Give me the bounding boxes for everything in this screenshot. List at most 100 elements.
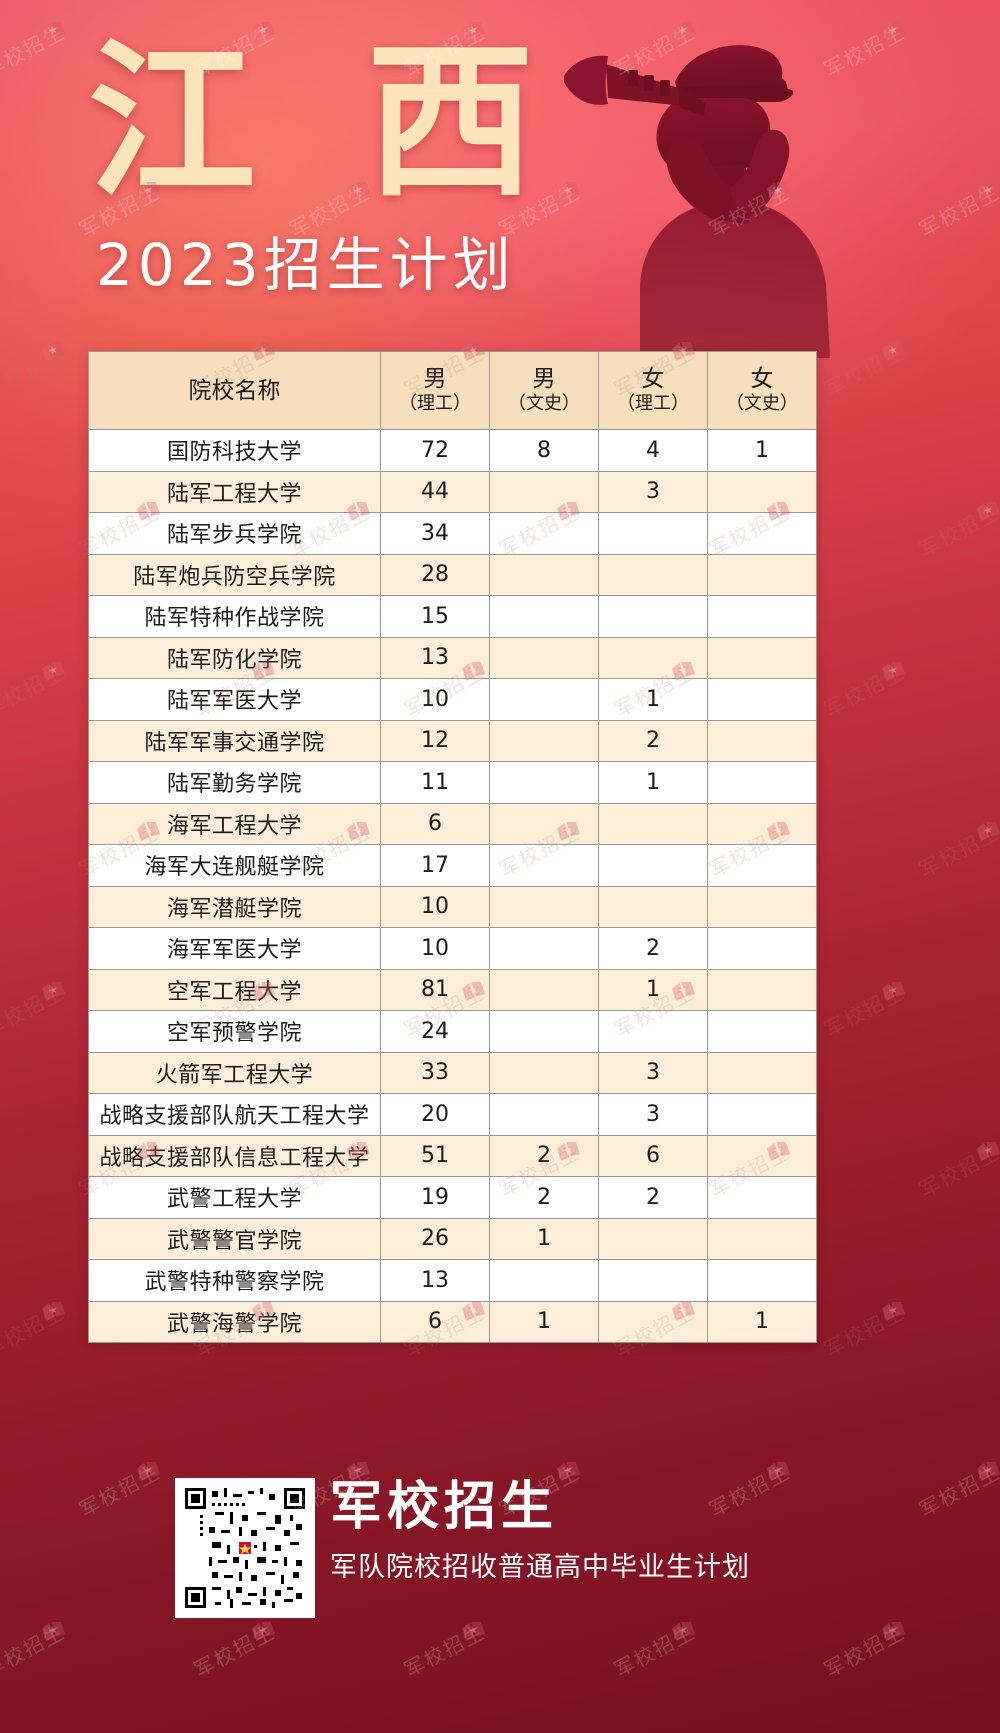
cell-male-arts (489, 1010, 599, 1053)
cell-female-arts (707, 1051, 817, 1094)
cell-female-arts (707, 968, 817, 1011)
cell-male-arts (489, 595, 599, 638)
cell-school-name: 海军潜艇学院 (88, 885, 381, 928)
table-row: 火箭军工程大学 33 3 (88, 1051, 817, 1094)
watermark-text: 军校招生 (820, 979, 910, 1043)
province-title: 江 西 (88, 24, 561, 220)
cell-female-science: 2 (598, 719, 708, 762)
table-row: 海军大连舰艇学院 17 (88, 844, 817, 887)
watermark-text: 军校招生 (820, 19, 910, 83)
cell-female-science: 2 (598, 927, 708, 970)
cell-male-science: 24 (380, 1010, 490, 1053)
table-row: 战略支援部队信息工程大学 51 2 6 (88, 1134, 817, 1177)
brand-block: 军校招生 军队院校招收普通高中毕业生计划 (0, 1470, 1000, 1660)
table-row: 海军工程大学 6 (88, 802, 817, 845)
cell-male-arts: 2 (489, 1134, 599, 1177)
watermark-emblem-icon (765, 178, 792, 202)
cell-male-science: 13 (380, 1259, 490, 1302)
cell-female-science (598, 885, 708, 928)
cell-school-name: 陆军特种作战学院 (88, 595, 381, 638)
table-row: 陆军军事交通学院 12 2 (88, 719, 817, 762)
qr-code[interactable] (175, 1478, 315, 1618)
watermark-emblem-icon (880, 18, 907, 42)
cell-male-science: 10 (380, 885, 490, 928)
cell-male-science: 6 (380, 1300, 490, 1343)
cell-female-arts (707, 636, 817, 679)
cell-school-name: 武警特种警察学院 (88, 1259, 381, 1302)
cell-male-science: 28 (380, 553, 490, 596)
cell-female-science: 4 (598, 429, 708, 472)
header-main-text: 女 (641, 365, 665, 392)
cell-female-arts (707, 1134, 817, 1177)
brand-subtitle: 军队院校招收普通高中毕业生计划 (330, 1552, 750, 1584)
cell-school-name: 战略支援部队信息工程大学 (88, 1134, 381, 1177)
bugler-silhouette-icon (520, 18, 940, 358)
cell-male-arts: 2 (489, 1176, 599, 1219)
cell-female-arts (707, 1217, 817, 1260)
cell-female-science: 2 (598, 1176, 708, 1219)
cell-male-science: 33 (380, 1051, 490, 1094)
watermark-text: 军校招生 (820, 339, 910, 403)
enrollment-plan-table: 院校名称 男 （理工） 男 （文史） 女 （理工） 女 (88, 351, 817, 1343)
table-body: 国防科技大学 72 8 4 1 陆军工程大学 44 3 陆军步兵学院 34 陆军炮兵防空兵学院 28 陆… (88, 429, 817, 1343)
cell-male-arts (489, 761, 599, 804)
table-row: 武警工程大学 19 2 2 (88, 1176, 817, 1219)
cell-male-arts (489, 553, 599, 596)
cell-male-arts (489, 844, 599, 887)
table-row: 海军军医大学 10 2 (88, 927, 817, 970)
watermark-emblem-icon (880, 1298, 907, 1322)
cell-female-arts (707, 927, 817, 970)
plan-table-wrapper: 院校名称 男 （理工） 男 （文史） 女 （理工） 女 (88, 351, 817, 1343)
cell-female-arts (707, 719, 817, 762)
column-header-school-name: 院校名称 (88, 351, 381, 430)
watermark-emblem-icon (40, 1298, 67, 1322)
watermark-emblem-icon (40, 658, 67, 682)
table-row: 武警特种警察学院 13 (88, 1259, 817, 1302)
table-row: 国防科技大学 72 8 4 1 (88, 429, 817, 472)
cell-male-arts: 8 (489, 429, 599, 472)
cell-school-name: 海军大连舰艇学院 (88, 844, 381, 887)
table-header: 院校名称 男 （理工） 男 （文史） 女 （理工） 女 (88, 351, 817, 430)
watermark-text: 军校招生 (915, 179, 1000, 243)
cell-school-name: 武警警官学院 (88, 1217, 381, 1260)
cell-male-arts (489, 968, 599, 1011)
table-row: 陆军防化学院 13 (88, 636, 817, 679)
cell-female-arts (707, 1259, 817, 1302)
cell-school-name: 陆军勤务学院 (88, 761, 381, 804)
header-main-text: 女 (750, 365, 774, 392)
cell-female-arts: 1 (707, 429, 817, 472)
cell-school-name: 陆军防化学院 (88, 636, 381, 679)
table-row: 空军工程大学 81 1 (88, 968, 817, 1011)
cell-male-arts (489, 678, 599, 721)
cell-female-arts (707, 1176, 817, 1219)
cell-male-science: 81 (380, 968, 490, 1011)
watermark-text: 军校招生 (0, 339, 70, 403)
table-row: 陆军工程大学 44 3 (88, 470, 817, 513)
table-row: 武警警官学院 26 1 (88, 1217, 817, 1260)
cell-female-arts (707, 1010, 817, 1053)
cell-male-arts (489, 802, 599, 845)
cell-school-name: 武警工程大学 (88, 1176, 381, 1219)
table-row: 陆军勤务学院 11 1 (88, 761, 817, 804)
watermark-emblem-icon (880, 658, 907, 682)
table-header-row: 院校名称 男 （理工） 男 （文史） 女 （理工） 女 (88, 351, 817, 430)
cell-male-science: 13 (380, 636, 490, 679)
cell-female-science: 1 (598, 678, 708, 721)
cell-school-name: 国防科技大学 (88, 429, 381, 472)
cell-female-science: 1 (598, 761, 708, 804)
header-sub-text: （理工） (617, 392, 689, 414)
cell-female-science (598, 636, 708, 679)
column-header-female-arts: 女 （文史） (707, 351, 817, 430)
watermark-emblem-icon (40, 978, 67, 1002)
cell-school-name: 陆军工程大学 (88, 470, 381, 513)
table-row: 陆军特种作战学院 15 (88, 595, 817, 638)
cell-school-name: 海军工程大学 (88, 802, 381, 845)
watermark-text: 军校招生 (820, 659, 910, 723)
cell-school-name: 海军军医大学 (88, 927, 381, 970)
cell-female-science (598, 1217, 708, 1260)
header-sub-text: （理工） (399, 392, 471, 414)
cell-school-name: 陆军军医大学 (88, 678, 381, 721)
watermark-emblem-icon (975, 178, 1000, 202)
watermark-emblem-icon (880, 338, 907, 362)
watermark-emblem-icon (975, 818, 1000, 842)
